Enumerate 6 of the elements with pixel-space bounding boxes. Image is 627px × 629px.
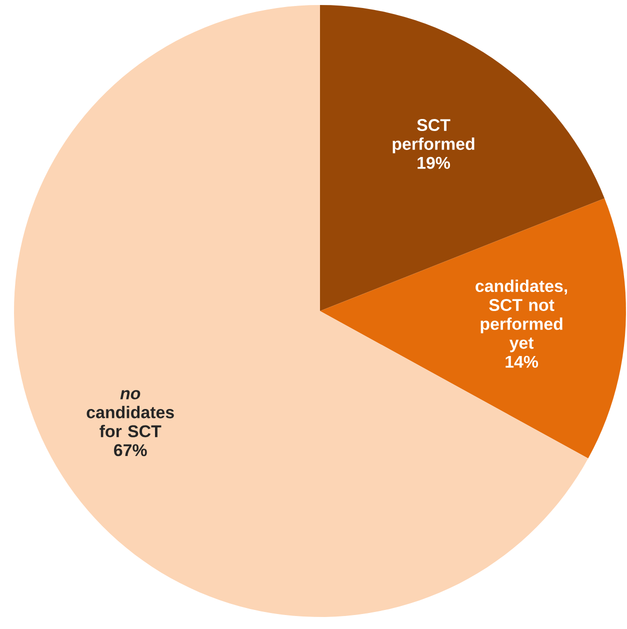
data-label: 67% (114, 444, 147, 456)
data-label: 19% (418, 156, 450, 169)
slice-label: SCT performed (392, 119, 474, 154)
slice-label: candidates, SCT not performed yet (476, 280, 568, 352)
data-label: 14% (506, 356, 538, 368)
slice-label: no candidates for SCT (86, 390, 174, 438)
